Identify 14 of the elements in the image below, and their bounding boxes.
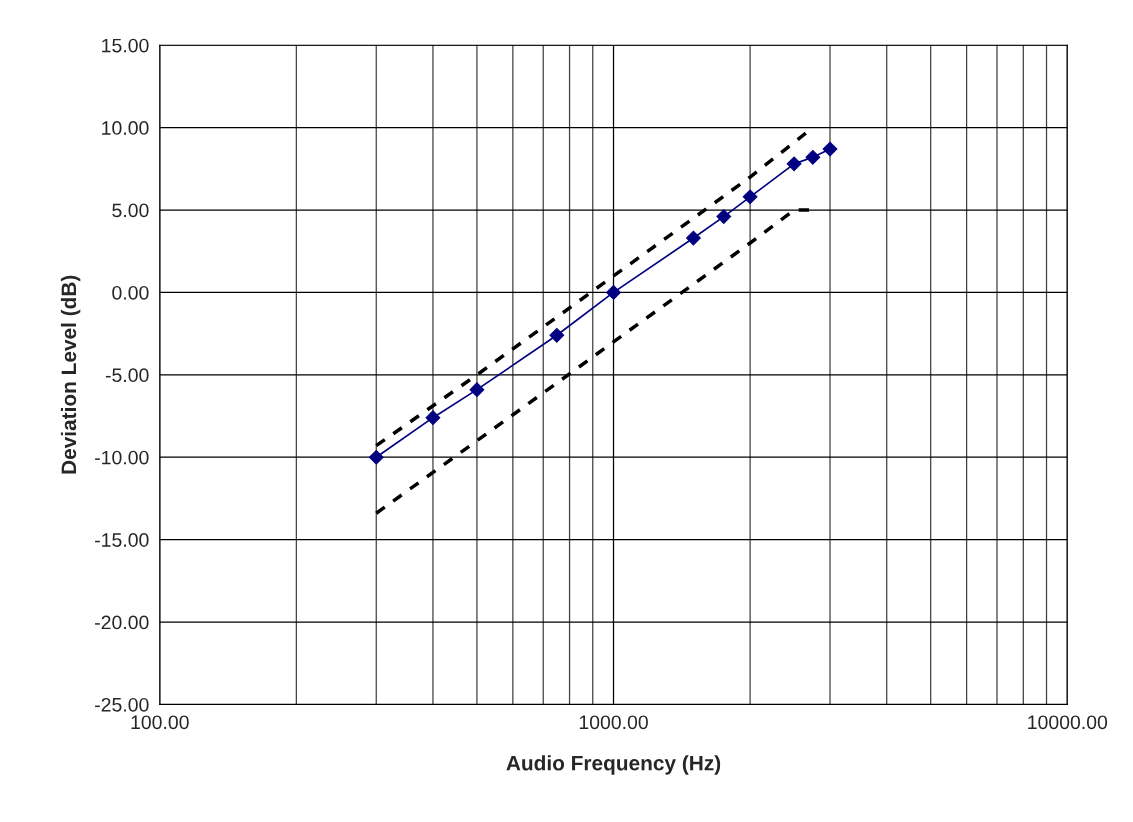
x-axis-title: Audio Frequency (Hz): [506, 755, 721, 775]
y-tick-label: -15.00: [95, 533, 149, 547]
y-tick-label: 10.00: [102, 121, 149, 135]
y-tick-label: 0.00: [112, 285, 149, 300]
y-tick-label: -20.00: [95, 615, 149, 630]
y-axis-title: Deviation Level (dB): [60, 275, 81, 474]
y-tick-label: -5.00: [105, 368, 149, 383]
y-tick-label: 5.00: [112, 203, 149, 218]
y-tick-label: -10.00: [95, 450, 149, 465]
x-tick-label: 100.00: [131, 715, 189, 730]
x-tick-label: 10000.00: [1028, 715, 1108, 730]
y-tick-label: 15.00: [102, 38, 149, 53]
x-tick-label: 1000.00: [579, 715, 648, 730]
y-tick-label: -25.00: [95, 697, 149, 712]
